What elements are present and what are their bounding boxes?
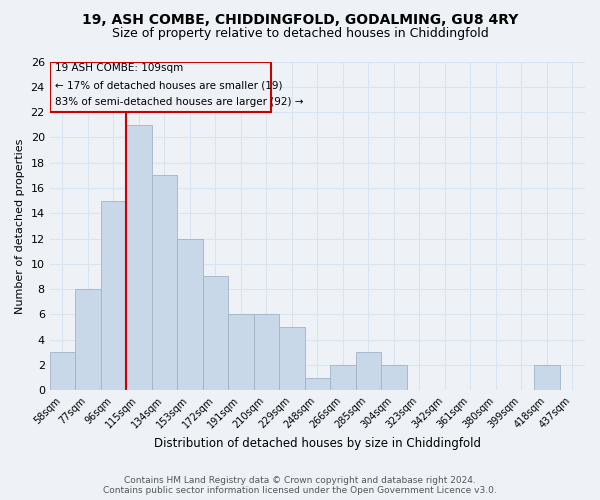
Y-axis label: Number of detached properties: Number of detached properties <box>15 138 25 314</box>
Bar <box>356 352 381 391</box>
Bar <box>126 124 152 390</box>
Text: ← 17% of detached houses are smaller (19): ← 17% of detached houses are smaller (19… <box>55 80 282 90</box>
Bar <box>279 327 305 390</box>
Bar <box>177 238 203 390</box>
X-axis label: Distribution of detached houses by size in Chiddingfold: Distribution of detached houses by size … <box>154 437 481 450</box>
FancyBboxPatch shape <box>50 62 271 112</box>
Bar <box>534 365 560 390</box>
Text: 19, ASH COMBE, CHIDDINGFOLD, GODALMING, GU8 4RY: 19, ASH COMBE, CHIDDINGFOLD, GODALMING, … <box>82 12 518 26</box>
Bar <box>228 314 254 390</box>
Text: 19 ASH COMBE: 109sqm: 19 ASH COMBE: 109sqm <box>55 64 183 74</box>
Bar <box>101 200 126 390</box>
Text: Contains HM Land Registry data © Crown copyright and database right 2024.
Contai: Contains HM Land Registry data © Crown c… <box>103 476 497 495</box>
Bar <box>50 352 75 391</box>
Text: Size of property relative to detached houses in Chiddingfold: Size of property relative to detached ho… <box>112 28 488 40</box>
Text: 83% of semi-detached houses are larger (92) →: 83% of semi-detached houses are larger (… <box>55 97 303 107</box>
Bar <box>75 289 101 390</box>
Bar <box>254 314 279 390</box>
Bar <box>203 276 228 390</box>
Bar <box>330 365 356 390</box>
Bar <box>305 378 330 390</box>
Bar <box>381 365 407 390</box>
Bar <box>152 176 177 390</box>
